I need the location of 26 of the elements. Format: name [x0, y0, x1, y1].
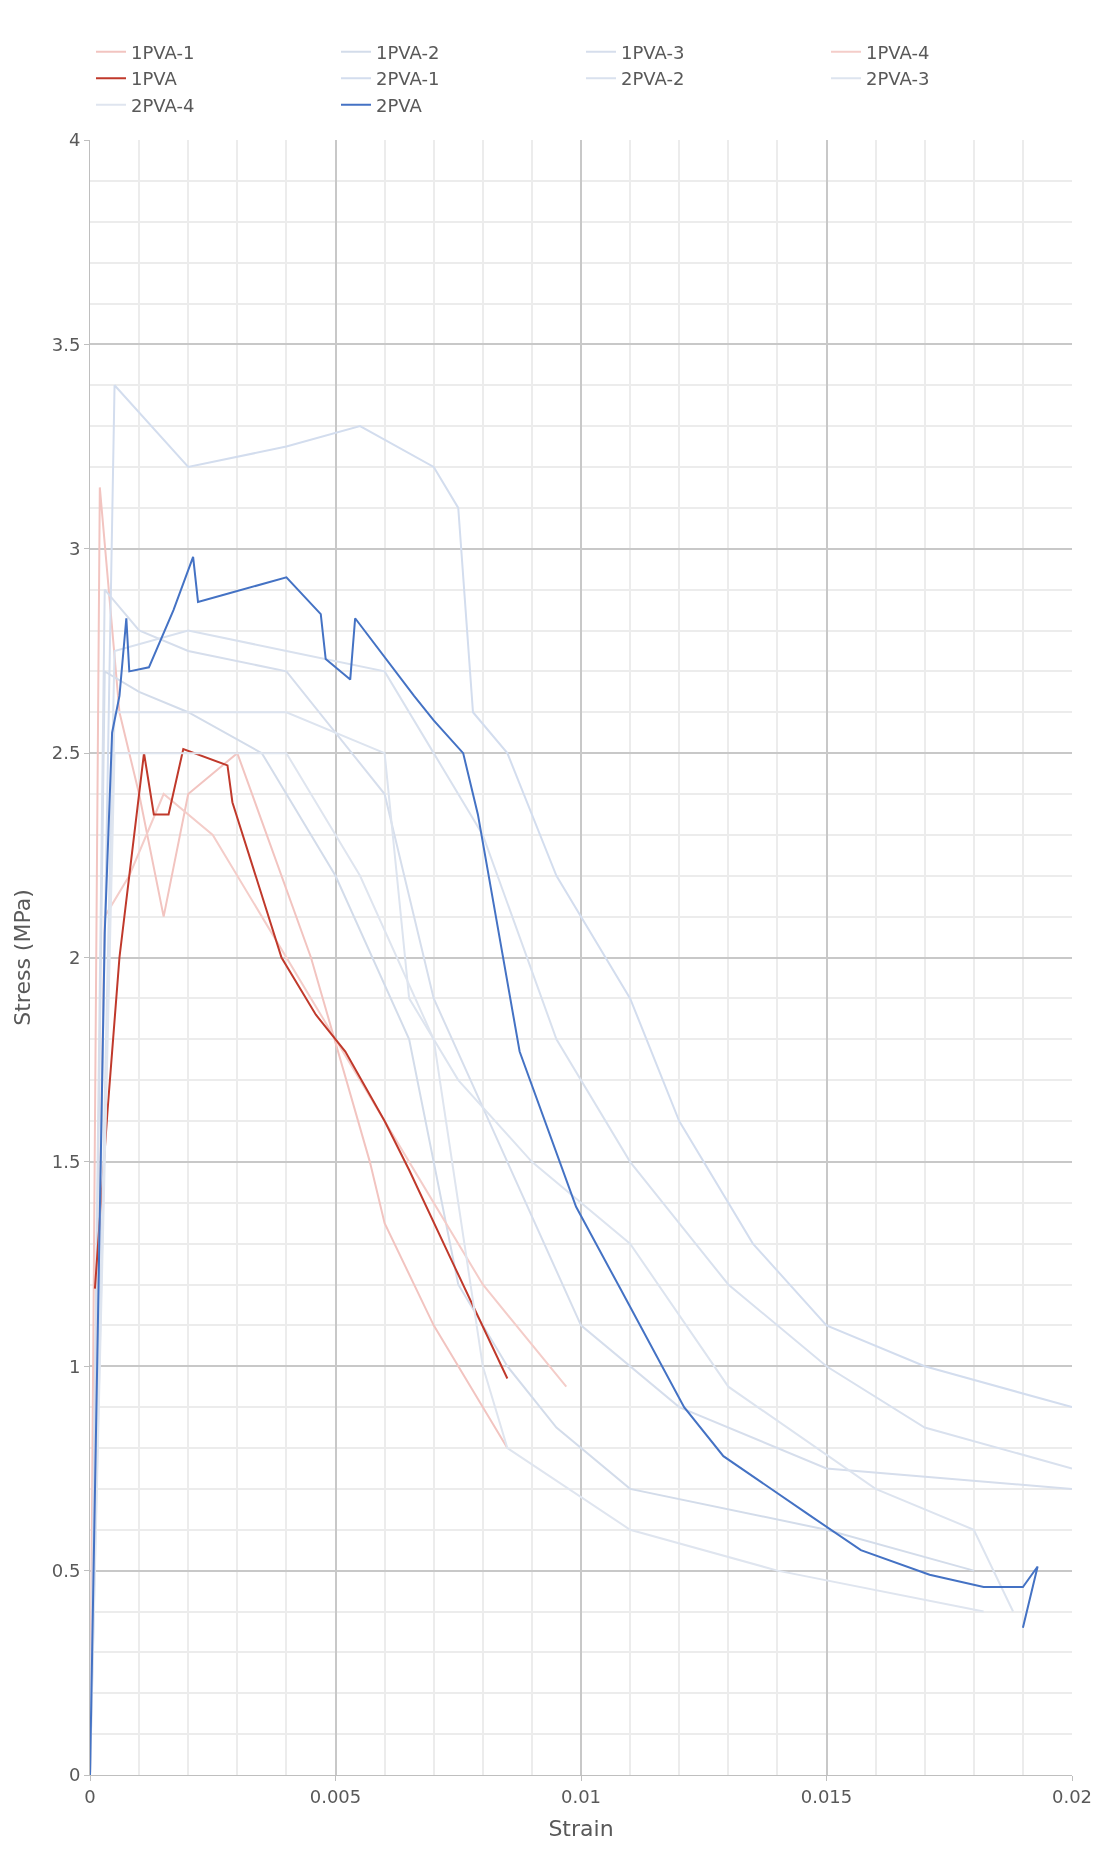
x-tick-label: 0 [84, 1785, 96, 1807]
legend-label: 2PVA-4 [131, 94, 195, 116]
x-tick-label: 0.02 [1051, 1785, 1093, 1807]
y-tick-label: 2.5 [51, 742, 81, 764]
x-axis-title: Strain [548, 1816, 614, 1842]
legend-label: 1PVA-4 [866, 41, 930, 63]
legend-label: 1PVA-3 [621, 41, 685, 63]
x-tick-label: 0.015 [800, 1785, 853, 1807]
y-tick-label: 4 [68, 129, 81, 151]
y-tick-label: 3.5 [51, 333, 81, 355]
y-tick-label: 1 [68, 1355, 81, 1377]
y-tick-label: 1.5 [51, 1151, 81, 1173]
legend-label: 2PVA [376, 94, 423, 116]
legend-label: 1PVA [131, 68, 178, 90]
legend-label: 2PVA-2 [621, 68, 685, 90]
legend-label: 2PVA-3 [866, 68, 930, 90]
legend-label: 2PVA-1 [376, 68, 440, 90]
x-tick-label: 0.005 [309, 1785, 362, 1807]
legend-label: 1PVA-1 [131, 41, 195, 63]
y-tick-label: 3 [68, 538, 81, 560]
y-tick-label: 0 [68, 1764, 81, 1786]
x-tick-label: 0.01 [560, 1785, 602, 1807]
legend-label: 1PVA-2 [376, 41, 440, 63]
y-axis-title: Stress (MPa) [9, 889, 35, 1026]
y-tick-label: 0.5 [51, 1559, 81, 1581]
y-tick-label: 2 [68, 946, 81, 968]
